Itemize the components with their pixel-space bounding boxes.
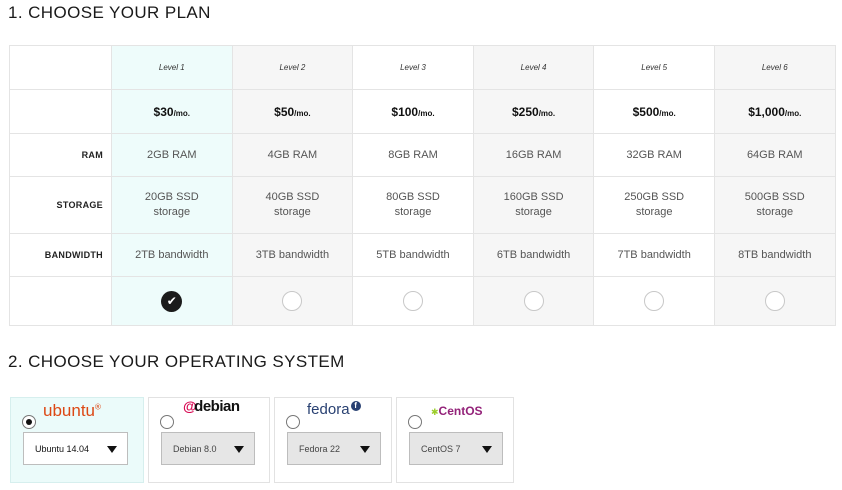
caret-down-icon[interactable] bbox=[234, 446, 244, 453]
plan-select-3[interactable] bbox=[352, 276, 474, 326]
plan-level-1[interactable]: Level 1 bbox=[111, 45, 233, 90]
plan-table: Level 1 Level 2 Level 3 Level 4 Level 5 … bbox=[9, 45, 836, 326]
plan-ram-1[interactable]: 2GB RAM bbox=[111, 133, 233, 177]
fedora-version-select[interactable]: Fedora 22 bbox=[287, 432, 381, 465]
os-card-ubuntu[interactable]: ubuntu® Ubuntu 14.04 bbox=[10, 397, 144, 483]
os-radio-ubuntu[interactable] bbox=[22, 415, 36, 429]
radio-empty-icon[interactable] bbox=[523, 291, 544, 311]
plan-select-row: ✔ bbox=[9, 276, 836, 326]
radio-empty-icon[interactable] bbox=[402, 291, 423, 311]
plan-bandwidth-3[interactable]: 5TB bandwidth bbox=[352, 233, 474, 277]
plan-bandwidth-2[interactable]: 3TB bandwidth bbox=[231, 233, 354, 277]
centos-logo-icon: ✱CentOS bbox=[431, 404, 483, 418]
plan-price-4[interactable]: $250/mo. bbox=[472, 89, 595, 134]
plan-select-6[interactable] bbox=[713, 276, 836, 326]
plan-price-row: $30/mo. $50/mo. $100/mo. $250/mo. $500/m… bbox=[9, 89, 836, 134]
plan-price-1[interactable]: $30/mo. bbox=[111, 89, 233, 134]
plan-level-4[interactable]: Level 4 bbox=[472, 45, 595, 90]
bandwidth-row-label: BANDWIDTH bbox=[9, 233, 112, 277]
plan-storage-row: STORAGE 20GB SSD storage 40GB SSD storage … bbox=[9, 176, 836, 234]
debian-version-select[interactable]: Debian 8.0 bbox=[161, 432, 255, 465]
caret-down-icon[interactable] bbox=[360, 446, 370, 453]
debian-logo-icon: @debian bbox=[183, 398, 240, 415]
os-radio-centos[interactable] bbox=[408, 415, 422, 429]
plan-select-1[interactable]: ✔ bbox=[111, 276, 233, 326]
plan-level-5[interactable]: Level 5 bbox=[593, 45, 715, 90]
plan-ram-6[interactable]: 64GB RAM bbox=[713, 133, 836, 177]
plan-storage-4[interactable]: 160GB SSD storage bbox=[472, 176, 595, 234]
empty-header-cell bbox=[9, 45, 112, 90]
plan-select-4[interactable] bbox=[472, 276, 595, 326]
plan-price-6[interactable]: $1,000/mo. bbox=[713, 89, 836, 134]
plan-bandwidth-4[interactable]: 6TB bandwidth bbox=[472, 233, 595, 277]
plan-bandwidth-1[interactable]: 2TB bandwidth bbox=[111, 233, 233, 277]
plan-select-5[interactable] bbox=[593, 276, 715, 326]
fedora-version-value: Fedora 22 bbox=[299, 443, 341, 454]
os-section-title: 2. CHOOSE YOUR OPERATING SYSTEM bbox=[8, 352, 345, 371]
debian-version-value: Debian 8.0 bbox=[173, 443, 217, 454]
radio-empty-icon[interactable] bbox=[282, 291, 303, 311]
caret-down-icon[interactable] bbox=[482, 446, 492, 453]
plan-section-title: 1. CHOOSE YOUR PLAN bbox=[8, 3, 211, 22]
plan-level-2[interactable]: Level 2 bbox=[231, 45, 354, 90]
ubuntu-version-value: Ubuntu 14.04 bbox=[35, 443, 90, 454]
ubuntu-version-select[interactable]: Ubuntu 14.04 bbox=[23, 432, 128, 465]
plan-select-2[interactable] bbox=[231, 276, 354, 326]
empty-price-label bbox=[9, 89, 112, 134]
ram-row-label: RAM bbox=[9, 133, 112, 177]
plan-bandwidth-row: BANDWIDTH 2TB bandwidth 3TB bandwidth 5T… bbox=[9, 233, 836, 277]
plan-storage-6[interactable]: 500GB SSD storage bbox=[713, 176, 836, 234]
plan-level-row: Level 1 Level 2 Level 3 Level 4 Level 5 … bbox=[9, 45, 836, 90]
os-card-fedora[interactable]: fedora f Fedora 22 bbox=[274, 397, 392, 483]
os-radio-debian[interactable] bbox=[160, 415, 174, 429]
plan-ram-3[interactable]: 8GB RAM bbox=[352, 133, 474, 177]
plan-ram-4[interactable]: 16GB RAM bbox=[472, 133, 595, 177]
plan-bandwidth-5[interactable]: 7TB bandwidth bbox=[593, 233, 715, 277]
empty-select-label bbox=[9, 276, 112, 326]
centos-version-value: CentOS 7 bbox=[421, 443, 461, 454]
os-card-centos[interactable]: ✱CentOS CentOS 7 bbox=[396, 397, 514, 483]
storage-row-label: STORAGE bbox=[9, 176, 112, 234]
plan-storage-1[interactable]: 20GB SSD storage bbox=[111, 176, 233, 234]
plan-storage-5[interactable]: 250GB SSD storage bbox=[593, 176, 715, 234]
plan-storage-3[interactable]: 80GB SSD storage bbox=[352, 176, 474, 234]
plan-level-3[interactable]: Level 3 bbox=[352, 45, 474, 90]
plan-level-6[interactable]: Level 6 bbox=[713, 45, 836, 90]
os-card-debian[interactable]: @debian Debian 8.0 bbox=[148, 397, 270, 483]
os-radio-fedora[interactable] bbox=[286, 415, 300, 429]
caret-down-icon[interactable] bbox=[107, 446, 117, 453]
plan-storage-2[interactable]: 40GB SSD storage bbox=[231, 176, 354, 234]
plan-price-2[interactable]: $50/mo. bbox=[231, 89, 354, 134]
plan-ram-2[interactable]: 4GB RAM bbox=[231, 133, 354, 177]
check-circle-icon[interactable]: ✔ bbox=[161, 290, 183, 312]
plan-ram-5[interactable]: 32GB RAM bbox=[593, 133, 715, 177]
plan-price-3[interactable]: $100/mo. bbox=[352, 89, 474, 134]
ubuntu-logo-icon: ubuntu® bbox=[43, 401, 101, 420]
plan-ram-row: RAM 2GB RAM 4GB RAM 8GB RAM 16GB RAM 32G… bbox=[9, 133, 836, 177]
fedora-logo-icon: fedora f bbox=[307, 401, 361, 418]
centos-version-select[interactable]: CentOS 7 bbox=[409, 432, 503, 465]
radio-empty-icon[interactable] bbox=[764, 291, 785, 311]
plan-price-5[interactable]: $500/mo. bbox=[593, 89, 715, 134]
plan-bandwidth-6[interactable]: 8TB bandwidth bbox=[713, 233, 836, 277]
radio-empty-icon[interactable] bbox=[644, 291, 665, 311]
